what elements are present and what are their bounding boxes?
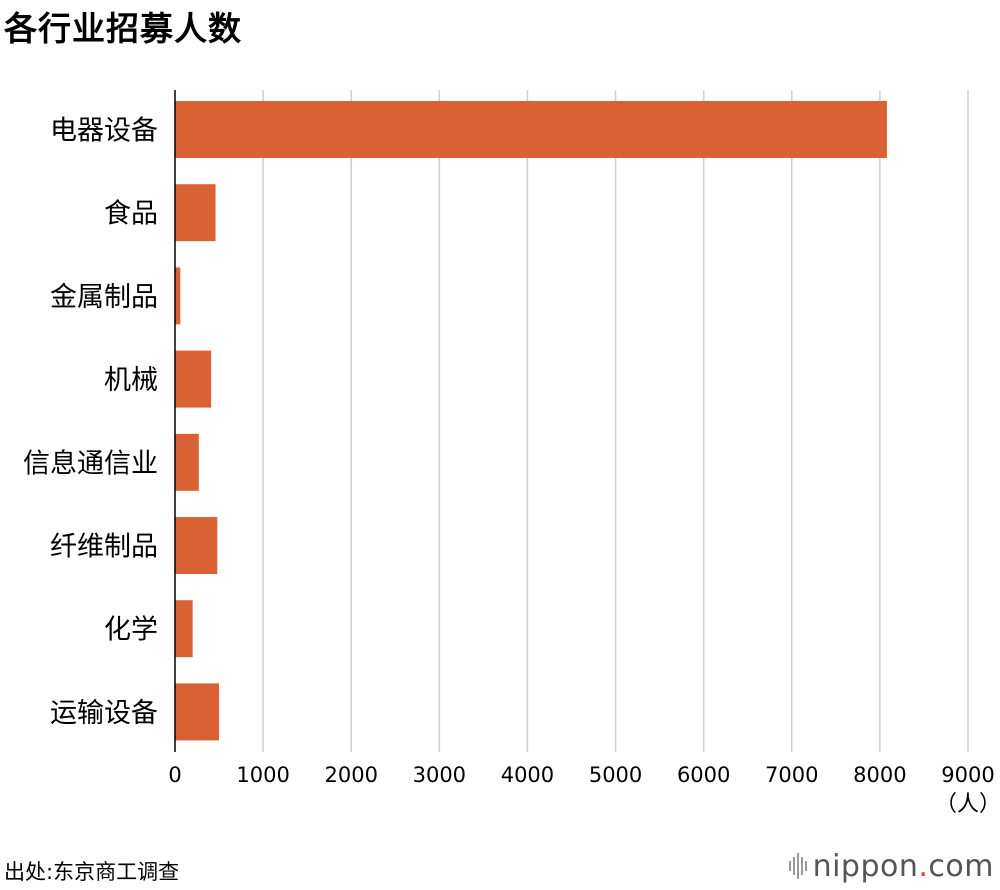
x-tick-label: 5000 bbox=[589, 763, 642, 787]
bar bbox=[175, 184, 216, 242]
bar bbox=[175, 433, 199, 491]
category-label: 电器设备 bbox=[50, 116, 158, 147]
x-tick-label: 1000 bbox=[236, 763, 289, 787]
logo-suffix: com bbox=[928, 848, 994, 884]
bar bbox=[175, 267, 181, 325]
bar bbox=[175, 350, 212, 408]
x-tick-label: 7000 bbox=[765, 763, 818, 787]
category-label: 信息通信业 bbox=[23, 448, 158, 479]
category-label: 食品 bbox=[104, 199, 158, 230]
x-tick-label: 4000 bbox=[501, 763, 554, 787]
logo-dot: . bbox=[918, 848, 929, 884]
nippon-logo: nippon.com bbox=[788, 848, 994, 884]
source-note: 出处:东京商工调查 bbox=[4, 860, 180, 884]
logo-prefix: nippon bbox=[812, 848, 919, 884]
category-label: 机械 bbox=[104, 365, 158, 396]
bar bbox=[175, 517, 218, 574]
x-tick-label: 0 bbox=[168, 763, 181, 787]
x-tick-label: 8000 bbox=[853, 763, 906, 787]
x-tick-label: 3000 bbox=[413, 763, 466, 787]
x-tick-label: 2000 bbox=[324, 763, 377, 787]
x-tick-labels: 0 1000 2000 3000 4000 5000 6000 7000 8000 9000 bbox=[168, 763, 994, 787]
x-unit-label: （人） bbox=[935, 792, 1000, 817]
bar bbox=[175, 683, 220, 741]
category-label: 金属制品 bbox=[50, 282, 158, 313]
chart-title: 各行业招募人数 bbox=[4, 9, 242, 48]
grid-lines bbox=[262, 90, 969, 752]
bar bbox=[175, 600, 193, 658]
x-tick-label: 9000 bbox=[941, 763, 994, 787]
category-label: 化学 bbox=[104, 615, 158, 646]
bars bbox=[175, 101, 887, 741]
x-tick-label: 6000 bbox=[677, 763, 730, 787]
category-label: 纤维制品 bbox=[50, 532, 158, 563]
bar bbox=[175, 101, 887, 158]
category-label: 运输设备 bbox=[50, 698, 158, 729]
logo-bars-icon bbox=[788, 853, 807, 879]
